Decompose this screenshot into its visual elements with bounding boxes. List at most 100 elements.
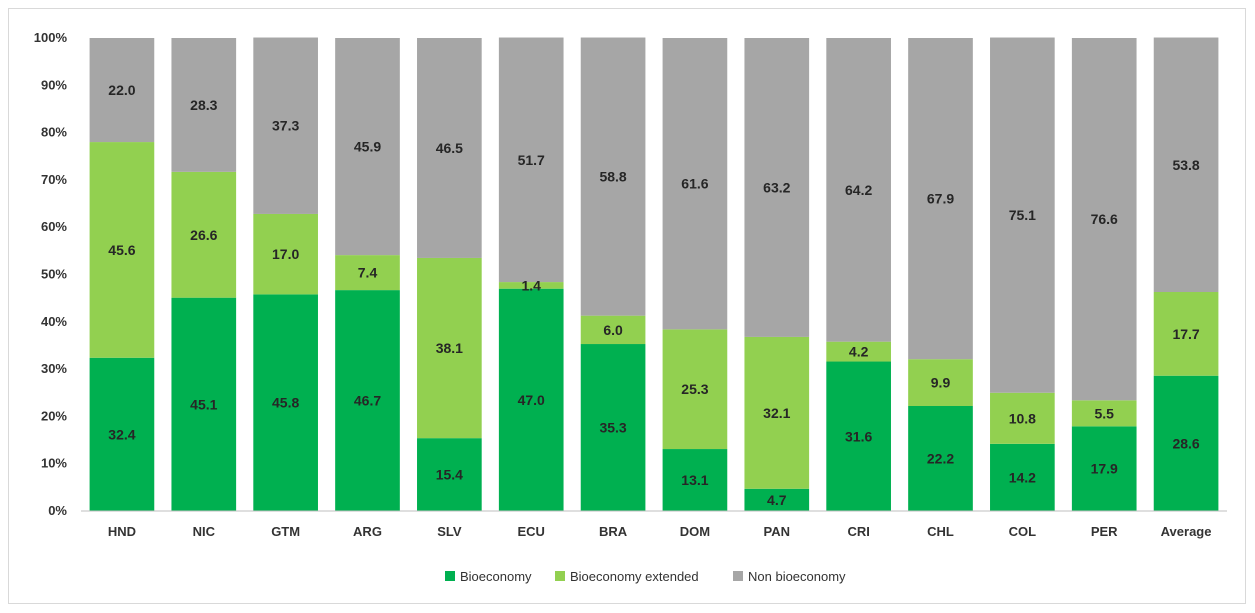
data-label: 63.2: [763, 179, 790, 195]
data-label: 37.3: [272, 118, 299, 134]
bar-segment: [171, 38, 237, 172]
bar-segment: [580, 315, 646, 345]
bar-segment: [662, 329, 728, 450]
data-label: 38.1: [436, 340, 463, 356]
y-tick-label: 50%: [41, 267, 67, 282]
bar-segment: [744, 336, 810, 489]
x-category-label: NIC: [193, 524, 216, 539]
bar-segment: [580, 344, 646, 511]
y-tick-label: 60%: [41, 219, 67, 234]
x-category-label: PAN: [764, 524, 790, 539]
data-label: 35.3: [599, 420, 626, 436]
y-tick-label: 20%: [41, 408, 67, 423]
data-label: 67.9: [927, 191, 954, 207]
bar-segment: [335, 290, 400, 511]
data-label: 32.1: [763, 405, 790, 421]
data-label: 6.0: [603, 322, 623, 338]
data-label: 28.3: [190, 97, 217, 113]
data-label: 13.1: [681, 472, 708, 488]
data-label: 45.6: [108, 242, 135, 258]
bar-segment: [417, 257, 482, 439]
data-label: 4.2: [849, 344, 869, 360]
data-label: 4.7: [767, 492, 787, 508]
x-category-label: DOM: [680, 524, 710, 539]
x-category-label: BRA: [599, 524, 628, 539]
data-label: 1.4: [521, 277, 541, 293]
legend-label: Bioeconomy: [460, 569, 532, 584]
data-label: 58.8: [599, 169, 626, 185]
data-label: 22.2: [927, 450, 954, 466]
data-label: 31.6: [845, 428, 872, 444]
bar-segment: [1071, 400, 1137, 427]
data-label: 15.4: [436, 467, 463, 483]
y-tick-label: 100%: [34, 30, 68, 45]
x-category-label: Average: [1161, 524, 1212, 539]
data-label: 17.9: [1091, 461, 1118, 477]
data-label: 45.8: [272, 395, 299, 411]
data-label: 28.6: [1172, 435, 1199, 451]
x-category-label: PER: [1091, 524, 1118, 539]
data-label: 10.8: [1009, 410, 1036, 426]
bar-segment: [826, 361, 891, 511]
bar-segment: [498, 288, 564, 511]
data-label: 5.5: [1094, 405, 1114, 421]
legend: Bioeconomy Bioeconomy extended Non bioecon…: [445, 569, 846, 584]
x-category-label: HND: [108, 524, 136, 539]
data-label: 64.2: [845, 182, 872, 198]
data-label: 75.1: [1009, 207, 1036, 223]
y-tick-label: 30%: [41, 361, 67, 376]
data-label: 32.4: [108, 426, 135, 442]
data-label: 25.3: [681, 381, 708, 397]
x-category-label: CRI: [847, 524, 869, 539]
x-category-label: SLV: [437, 524, 462, 539]
y-tick-label: 40%: [41, 314, 67, 329]
data-label: 22.0: [108, 82, 135, 98]
legend-swatch: [555, 571, 565, 581]
legend-label: Bioeconomy extended: [570, 569, 699, 584]
y-tick-label: 90%: [41, 77, 67, 92]
bar-segment: [908, 359, 973, 406]
data-label: 14.2: [1009, 469, 1036, 485]
bar-segment: [1153, 37, 1219, 293]
bar-segment: [498, 37, 564, 283]
bars: [89, 37, 1219, 511]
data-label: 51.7: [518, 152, 545, 168]
bar-segment: [89, 357, 155, 511]
x-category-label: COL: [1009, 524, 1037, 539]
x-axis-categories: HND NIC GTM ARG SLV ECU BRA DOM PAN CRI CHL COL PER A…: [108, 524, 1212, 539]
y-tick-label: 10%: [41, 456, 67, 471]
bar-segment: [335, 38, 400, 256]
bar-segment: [1153, 292, 1219, 376]
bar-segment: [580, 37, 646, 316]
legend-swatch: [445, 571, 455, 581]
x-category-label: CHL: [927, 524, 954, 539]
data-label: 76.6: [1091, 211, 1118, 227]
data-label: 26.6: [190, 227, 217, 243]
bar-segment: [1071, 426, 1137, 511]
bar-segment: [826, 341, 891, 362]
data-labels: 32.4 45.6 22.0 45.1 26.6 28.3 45.8 17.0 37.3 46.7…: [108, 82, 1200, 508]
x-category-label: ECU: [517, 524, 544, 539]
legend-label: Non bioeconomy: [748, 569, 846, 584]
legend-swatch: [733, 571, 743, 581]
bar-segment: [253, 213, 318, 295]
bar-segment: [908, 38, 973, 360]
data-label: 61.6: [681, 176, 708, 192]
stacked-bar-chart: 0% 10% 20% 30% 40% 50% 60% 70% 80% 90% 100% 32.4 45…: [34, 30, 1227, 584]
data-label: 17.0: [272, 246, 299, 262]
data-label: 7.4: [358, 265, 378, 281]
bar-segment: [990, 37, 1055, 393]
x-category-label: ARG: [353, 524, 382, 539]
x-category-label: GTM: [271, 524, 300, 539]
bar-segment: [253, 294, 318, 511]
bar-segment: [335, 255, 400, 291]
bar-segment: [662, 449, 728, 511]
data-label: 17.7: [1172, 326, 1199, 342]
bar-segment: [417, 438, 482, 511]
bar-segment: [498, 282, 564, 289]
data-label: 45.1: [190, 396, 217, 412]
bar-segment: [253, 37, 318, 214]
bar-segment: [662, 38, 728, 330]
bar-segment: [1071, 38, 1137, 401]
bar-segment: [417, 38, 482, 258]
